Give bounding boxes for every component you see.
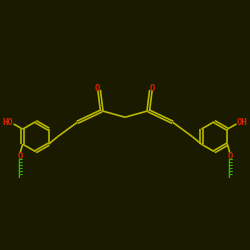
Text: O: O — [17, 152, 23, 161]
Text: F: F — [227, 158, 233, 168]
Text: O: O — [95, 84, 100, 93]
Text: OH: OH — [236, 118, 247, 128]
Text: F: F — [17, 158, 23, 168]
Text: F: F — [227, 171, 233, 180]
Text: F: F — [227, 165, 233, 174]
Text: HO: HO — [2, 118, 13, 128]
Text: F: F — [17, 165, 23, 174]
Text: O: O — [227, 152, 233, 161]
Text: F: F — [17, 171, 23, 180]
Text: O: O — [150, 84, 155, 93]
